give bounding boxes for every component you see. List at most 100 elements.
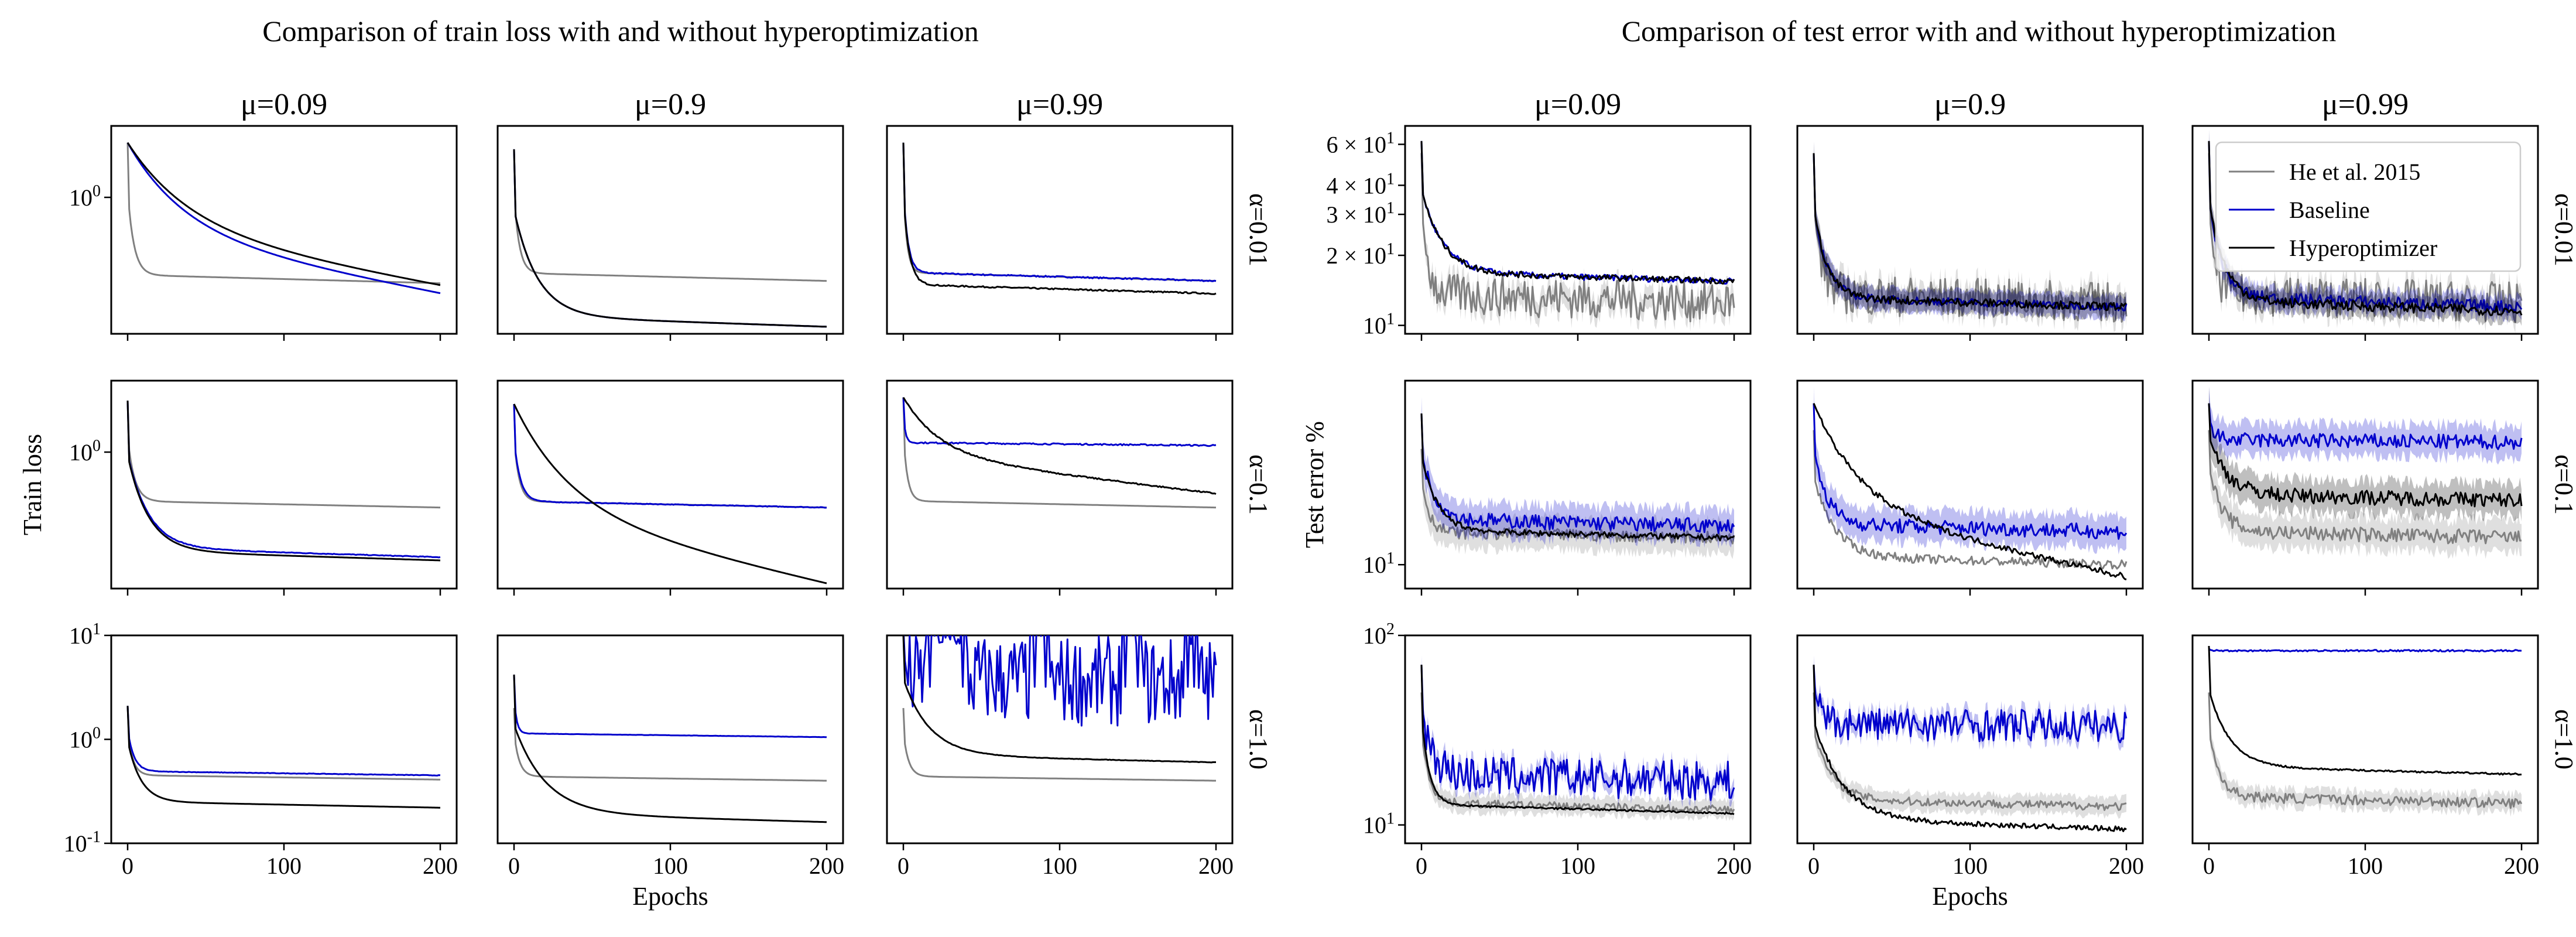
panel-plot-area	[513, 149, 827, 328]
panel-frame	[110, 634, 458, 844]
series-line-hyperoptimizer	[902, 635, 1216, 764]
series-line-hyperoptimizer	[1813, 153, 2127, 312]
panel-frame	[110, 379, 458, 590]
panel-plot-area	[1420, 141, 1735, 332]
series-line-baseline	[1420, 413, 1735, 534]
y-tick-label: 100	[69, 724, 101, 753]
panel-frame	[496, 634, 844, 844]
x-tick-label: 200	[2109, 853, 2144, 879]
series-line-hyperoptimizer	[513, 149, 827, 328]
x-tick-label: 100	[653, 853, 688, 879]
chart-title-train-loss: Comparison of train loss with and withou…	[262, 15, 978, 47]
panel-plot-area	[1420, 396, 1735, 559]
panel-r0-c2: α=0.01	[886, 125, 1273, 341]
panel-r1-c1	[1796, 379, 2144, 596]
series-line-he-et-al-2015	[902, 397, 1216, 509]
row-label: α=0.1	[1244, 454, 1273, 515]
panel-plot-area	[1813, 655, 2128, 832]
series-band-hyperoptimizer	[2209, 129, 2522, 326]
x-tick-label: 0	[508, 853, 520, 879]
y-tick-label: 101	[69, 620, 101, 649]
series-line-he-et-al-2015	[902, 708, 1216, 782]
panel-plot-area	[2208, 387, 2523, 559]
x-tick-label: 100	[1042, 853, 1077, 879]
series-line-baseline	[1420, 665, 1735, 801]
series-line-he-et-al-2015	[513, 708, 827, 782]
series-line-he-et-al-2015	[902, 142, 1217, 282]
panel-r1-c0: 100	[69, 379, 458, 596]
column-title: μ=0.99	[2322, 88, 2409, 121]
x-axis-label: Epochs	[1932, 882, 2008, 911]
series-line-baseline	[126, 706, 441, 777]
x-tick-label: 100	[1560, 853, 1595, 879]
series-line-baseline	[2208, 648, 2522, 653]
x-tick-label: 0	[1808, 853, 1820, 879]
y-axis-label: Test error %	[1300, 421, 1329, 548]
series-line-baseline	[1813, 665, 2128, 744]
series-line-hyperoptimizer	[902, 142, 1217, 295]
y-tick-label: 3 × 101	[1326, 199, 1395, 228]
column-title: μ=0.9	[1934, 88, 2006, 121]
series-line-baseline	[2208, 403, 2523, 450]
y-tick-label: 102	[1363, 620, 1395, 649]
column-title: μ=0.9	[635, 88, 706, 121]
y-tick-label: 4 × 101	[1326, 170, 1395, 199]
row-label: α=0.01	[1244, 193, 1273, 266]
series-line-hyperoptimizer	[1813, 403, 2127, 580]
column-title: μ=0.09	[241, 88, 327, 121]
series-band-baseline	[1421, 396, 1734, 549]
panel-plot-area	[2208, 645, 2523, 817]
row-label: α=1.0	[2550, 709, 2576, 770]
train-loss-grid: μ=0.09 μ=0.9 μ=0.99 Train loss Epochs 100 α=0.…	[18, 88, 1273, 911]
series-line-baseline	[903, 635, 1217, 727]
y-tick-label: 101	[1363, 310, 1395, 339]
panel-plot-area	[2208, 129, 2523, 333]
series-line-hyperoptimizer	[1420, 141, 1735, 285]
panel-frame	[2191, 634, 2539, 844]
series-line-baseline	[126, 142, 441, 295]
series-line-baseline	[1420, 141, 1735, 285]
x-tick-label: 100	[2348, 853, 2383, 879]
panel-r2-c1: 0 100 200	[1796, 634, 2144, 879]
y-tick-label: 100	[69, 182, 101, 211]
panel-r0-c2: α=0.01	[2191, 125, 2576, 341]
series-band-baseline	[1814, 387, 2126, 555]
y-tick-label: 2 × 101	[1326, 240, 1395, 269]
x-tick-label: 200	[1717, 853, 1752, 879]
x-tick-label: 0	[2203, 853, 2215, 879]
panel-r1-c2: α=0.1	[886, 379, 1273, 596]
legend-label: He et al. 2015	[2289, 159, 2420, 185]
series-line-hyperoptimizer	[513, 674, 827, 823]
panel-r1-c1	[496, 379, 844, 596]
y-tick-label: 10-1	[64, 828, 101, 857]
panel-plot-area	[126, 401, 441, 562]
y-axis-label: Train loss	[18, 434, 47, 535]
series-line-he-et-al-2015	[1420, 153, 1735, 323]
series-line-hyperoptimizer	[2208, 403, 2523, 508]
series-line-he-et-al-2015	[126, 401, 440, 509]
panel-frame	[886, 379, 1234, 590]
row-label: α=0.01	[2550, 193, 2576, 266]
series-line-he-et-al-2015	[2208, 692, 2523, 809]
series-line-he-et-al-2015	[126, 706, 440, 781]
panel-r2-c1: 0 100 200	[496, 634, 844, 879]
panel-plot-area	[1813, 387, 2128, 580]
x-tick-label: 100	[266, 853, 302, 879]
y-tick-label: 101	[1363, 810, 1395, 839]
series-line-hyperoptimizer	[2208, 645, 2522, 776]
series-line-hyperoptimizer	[513, 403, 827, 584]
series-line-baseline	[513, 403, 827, 509]
column-title: μ=0.09	[1534, 88, 1621, 121]
series-band-hyperoptimizer	[2209, 387, 2522, 522]
series-line-hyperoptimizer	[1420, 413, 1735, 542]
panel-r2-c0: 0 100 200 101 102	[1363, 620, 1752, 879]
panel-frame	[1796, 379, 2144, 590]
series-line-hyperoptimizer	[2208, 141, 2523, 316]
panel-frame	[496, 125, 844, 335]
series-band-he-et-al-2015	[2209, 413, 2522, 559]
series-band-baseline	[2209, 387, 2522, 465]
series-band-baseline	[2209, 129, 2522, 323]
series-band-he-et-al-2015	[1814, 683, 2126, 819]
